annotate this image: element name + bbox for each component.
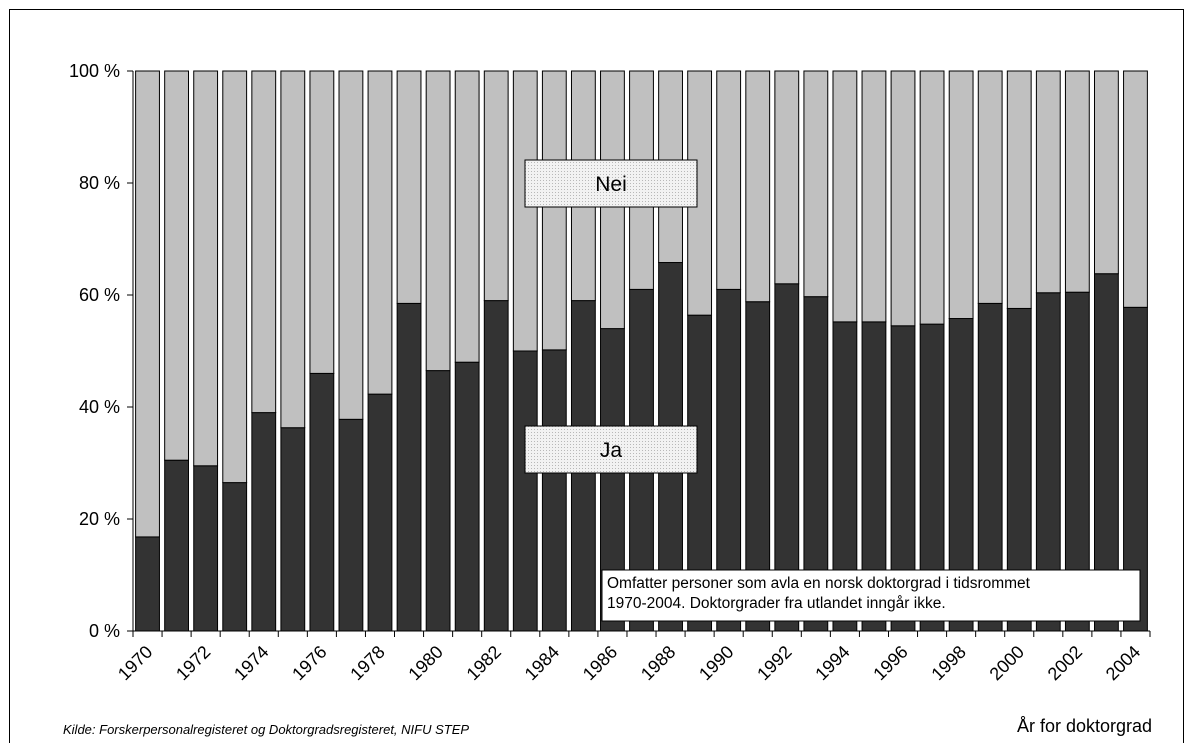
y-tick-label: 60 % (79, 285, 120, 305)
bar-segment (716, 70, 742, 290)
bar-segment (1123, 70, 1148, 308)
x-tick-label: 1996 (869, 642, 911, 684)
x-tick-label: 1972 (172, 642, 214, 684)
bar-segment (367, 70, 393, 395)
bar-segment (483, 70, 509, 302)
bar-segment (193, 70, 219, 467)
bar-segment (164, 70, 189, 461)
bar-segment (425, 370, 451, 632)
x-tick-label: 2004 (1102, 642, 1144, 684)
bar-segment (280, 70, 306, 429)
bar-segment (338, 418, 364, 632)
x-tick-label: 1990 (695, 642, 737, 684)
bar-segment (1064, 70, 1090, 293)
bar-segment (1006, 70, 1032, 309)
y-tick-label: 0 % (89, 621, 120, 641)
bar-segment (164, 459, 189, 632)
bar-segment (745, 70, 771, 303)
bar-segment (512, 350, 538, 632)
bar-segment (309, 70, 335, 374)
bar-segment (890, 70, 916, 327)
bar-segment (338, 70, 364, 420)
bar-segment (1035, 70, 1061, 294)
bar-segment (774, 70, 800, 285)
bar-segment (251, 70, 277, 414)
bar-segment (396, 70, 422, 304)
bar-segment (832, 70, 858, 323)
bar-segment (919, 70, 945, 325)
bar-segment (454, 361, 480, 632)
series-label-box (524, 159, 698, 208)
bar-segment (483, 300, 509, 632)
bar-segment (193, 465, 219, 632)
bar-segment (861, 70, 887, 323)
x-tick-label: 1988 (637, 642, 679, 684)
x-tick-label: 1970 (114, 642, 156, 684)
frame (9, 9, 1184, 743)
bar-segment (251, 412, 277, 632)
x-tick-label: 1980 (404, 642, 446, 684)
x-tick-label: 1984 (521, 642, 563, 684)
bar-segment (135, 70, 160, 538)
x-tick-label: 1986 (579, 642, 621, 684)
x-tick-label: 1982 (463, 642, 505, 684)
bar-segment (135, 536, 160, 632)
bar-segment (425, 70, 451, 372)
x-tick-label: 1976 (288, 642, 330, 684)
bar-segment (541, 349, 567, 632)
x-tick-label: 2000 (986, 642, 1028, 684)
bar-segment (803, 70, 829, 298)
y-tick-label: 80 % (79, 173, 120, 193)
annotation: 1970-2004. Doktorgrader fra utlandet inn… (607, 595, 946, 612)
annotation-box (601, 569, 1141, 622)
series-label: Nei (595, 173, 627, 196)
series-label: Ja (600, 439, 623, 462)
x-tick-label: 2002 (1044, 642, 1086, 684)
bar-segment (222, 70, 248, 484)
annotation: Omfatter personer som avla en norsk dokt… (607, 575, 1031, 592)
bar-segment (280, 427, 306, 632)
bar-segment (1094, 70, 1119, 275)
bar-segment (367, 393, 393, 632)
y-tick-label: 40 % (79, 397, 120, 417)
x-tick-label: 1978 (346, 642, 388, 684)
series-label-box (524, 425, 698, 474)
bar-segment (396, 302, 422, 632)
bar-segment (948, 70, 974, 320)
bar-segment (541, 70, 567, 351)
x-tick-label: 1992 (753, 642, 795, 684)
bar-segment (309, 372, 335, 632)
bar-segment (222, 482, 248, 632)
source: Kilde: Forskerpersonalregisteret og Dokt… (63, 722, 469, 737)
x-tick-label: 1994 (811, 642, 853, 684)
bar-segment (512, 70, 538, 352)
x-tick-label: 1974 (230, 642, 272, 684)
bar-segment (977, 70, 1003, 304)
y-tick-label: 100 % (69, 61, 120, 81)
y-tick-label: 20 % (79, 509, 120, 529)
bar-segment (454, 70, 480, 363)
x-tick-label: 1998 (927, 642, 969, 684)
x-axis-label: År for doktorgrad (1017, 716, 1152, 736)
